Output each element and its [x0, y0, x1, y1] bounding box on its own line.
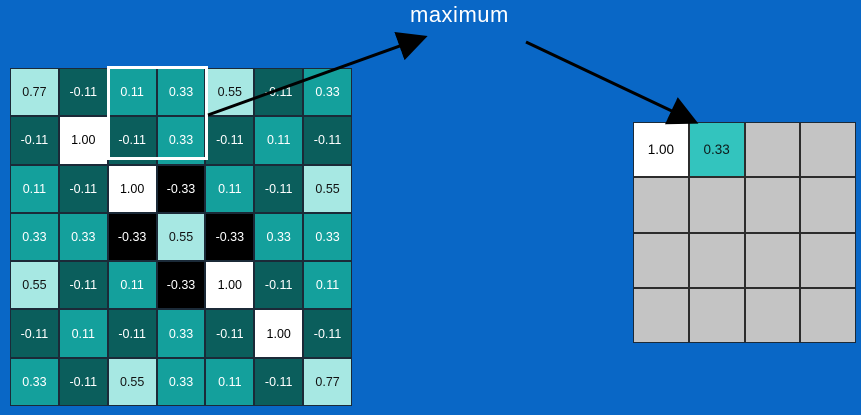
- input-cell-r5-c3: 0.33: [157, 310, 205, 357]
- input-cell-r3-c1: 0.33: [59, 213, 107, 261]
- input-cell-r1-c5: 0.11: [255, 117, 303, 164]
- input-cell-r1-c6: -0.11: [304, 117, 351, 164]
- input-cell-r4-c3: -0.33: [157, 262, 205, 309]
- output-cell-r1-c3: [801, 178, 855, 232]
- input-cell-r4-c0: 0.55: [11, 262, 58, 309]
- input-cell-r6-c5: -0.11: [255, 358, 303, 405]
- output-cell-r2-c3: [801, 233, 855, 287]
- input-cell-r3-c2: -0.33: [108, 213, 156, 261]
- input-cell-r3-c0: 0.33: [11, 213, 58, 261]
- input-cell-r1-c2: -0.11: [108, 117, 156, 164]
- input-cell-r4-c2: 0.11: [108, 262, 156, 309]
- input-cell-r0-c1: -0.11: [59, 69, 107, 116]
- output-cell-r0-c2: [745, 123, 800, 177]
- input-feature-map: 0.77 -0.11 0.11 0.33 0.55 -0.11 0.33 -0.11 1.00-…: [10, 68, 352, 406]
- input-cell-r4-c4: 1.00: [206, 262, 254, 309]
- input-cell-r6-c0: 0.33: [11, 358, 58, 405]
- input-cell-r5-c4: -0.11: [206, 310, 254, 357]
- output-cell-r1-c1: [689, 178, 744, 232]
- input-cell-r2-c1: -0.11: [59, 165, 107, 212]
- output-cell-r1-c0: [634, 178, 688, 232]
- input-cell-r5-c1: 0.11: [59, 310, 107, 357]
- input-cell-r0-c2: 0.11: [108, 69, 156, 116]
- input-cell-r4-c6: 0.11: [304, 262, 351, 309]
- input-cell-r3-c3: 0.55: [157, 213, 205, 261]
- input-cell-r6-c6: 0.77: [304, 358, 351, 405]
- input-cell-r6-c4: 0.11: [206, 358, 254, 405]
- output-cell-r2-c1: [689, 233, 744, 287]
- input-cell-r6-c3: 0.33: [157, 358, 205, 405]
- output-cell-r0-c1: 0.33: [689, 123, 744, 177]
- input-cell-r1-c0: -0.11: [11, 117, 58, 164]
- input-cell-r2-c3: -0.33: [157, 165, 205, 212]
- input-cell-r4-c1: -0.11: [59, 262, 107, 309]
- input-cell-r0-c0: 0.77: [11, 69, 58, 116]
- input-cell-r0-c6: 0.33: [304, 69, 351, 116]
- input-cell-r5-c0: -0.11: [11, 310, 58, 357]
- input-cell-r1-c1: 1.00: [59, 117, 107, 164]
- output-cell-r3-c3: [801, 288, 855, 342]
- output-cell-r3-c2: [745, 288, 800, 342]
- input-cell-r2-c5: -0.11: [255, 165, 303, 212]
- pooled-output-map: 1.00 0.33: [633, 122, 856, 343]
- output-cell-r1-c2: [745, 178, 800, 232]
- input-cell-r5-c5: 1.00: [255, 310, 303, 357]
- input-cell-r2-c2: 1.00: [108, 165, 156, 212]
- input-cell-r3-c6: 0.33: [304, 213, 351, 261]
- input-cell-r1-c4: -0.11: [206, 117, 254, 164]
- output-cell-r0-c0: 1.00: [634, 123, 688, 177]
- input-cell-r0-c3: 0.33: [157, 69, 205, 116]
- arrow-maximum-to-output: [525, 40, 699, 125]
- input-cell-r2-c6: 0.55: [304, 165, 351, 212]
- input-cell-r2-c0: 0.11: [11, 165, 58, 212]
- input-cell-r0-c4: 0.55: [206, 69, 254, 116]
- output-cell-r2-c0: [634, 233, 688, 287]
- output-cell-r2-c2: [745, 233, 800, 287]
- input-cell-r0-c5: -0.11: [255, 69, 303, 116]
- diagram-title: maximum: [410, 2, 509, 27]
- input-cell-r3-c4: -0.33: [206, 213, 254, 261]
- input-cell-r2-c4: 0.11: [206, 165, 254, 212]
- output-cell-r3-c1: [689, 288, 744, 342]
- input-cell-r5-c6: -0.11: [304, 310, 351, 357]
- input-cell-r1-c3: 0.33: [157, 117, 205, 164]
- input-cell-r4-c5: -0.11: [255, 262, 303, 309]
- input-cell-r6-c2: 0.55: [108, 358, 156, 405]
- output-cell-r0-c3: [801, 123, 855, 177]
- input-cell-r5-c2: -0.11: [108, 310, 156, 357]
- output-cell-r3-c0: [634, 288, 688, 342]
- input-cell-r3-c5: 0.33: [255, 213, 303, 261]
- input-cell-r6-c1: -0.11: [59, 358, 107, 405]
